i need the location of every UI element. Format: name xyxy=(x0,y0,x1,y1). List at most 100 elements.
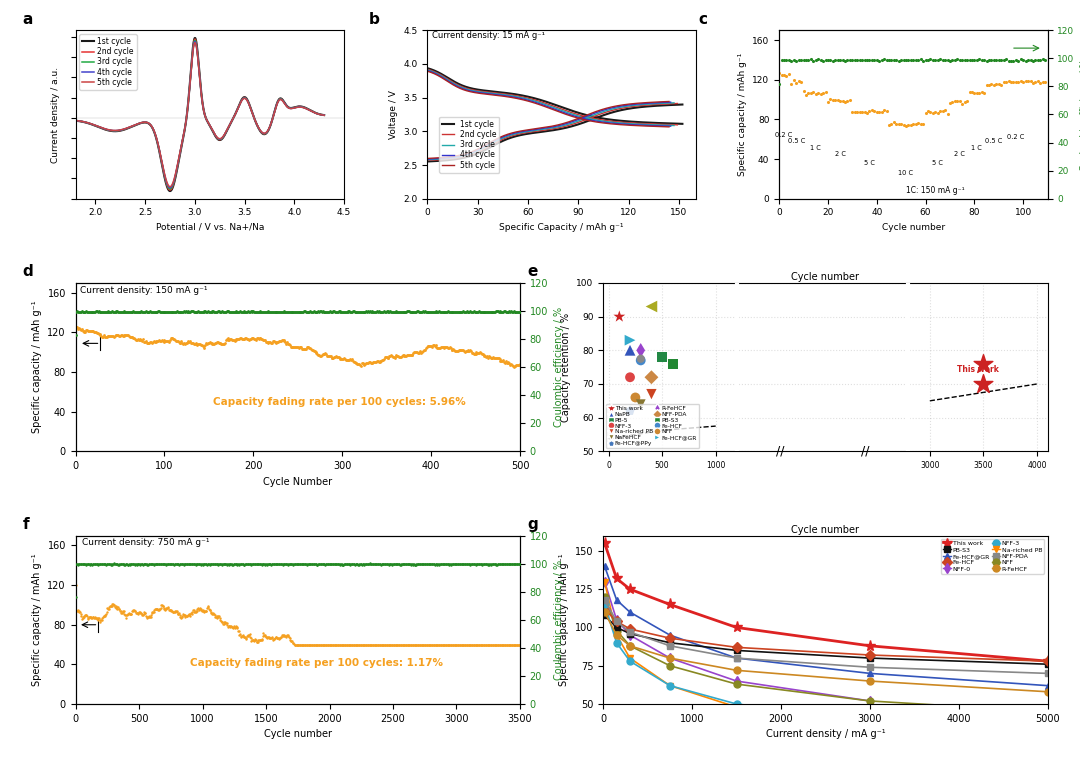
Point xyxy=(382,306,400,318)
Point xyxy=(92,558,109,570)
Point xyxy=(105,597,122,609)
Point xyxy=(187,606,204,618)
Point xyxy=(357,357,375,369)
Point xyxy=(362,638,379,650)
Point xyxy=(229,621,246,634)
Point xyxy=(194,341,212,353)
Point xyxy=(184,558,201,570)
Point xyxy=(193,306,211,318)
1st cycle xyxy=(558,123,571,132)
Point xyxy=(419,340,436,352)
Point xyxy=(380,558,397,570)
Point xyxy=(167,305,185,317)
Point xyxy=(125,558,143,570)
Point xyxy=(383,638,401,650)
Point xyxy=(459,638,476,650)
Point xyxy=(73,613,91,625)
Point xyxy=(171,609,188,621)
Point xyxy=(194,306,212,318)
Fe-HCF@GR xyxy=(610,595,623,604)
Point xyxy=(126,558,144,570)
Point xyxy=(176,558,193,570)
Point xyxy=(310,558,327,570)
Point xyxy=(237,306,254,318)
Point xyxy=(441,306,458,318)
Point xyxy=(423,306,441,318)
1st cycle xyxy=(676,100,689,109)
Point xyxy=(868,106,886,118)
Point xyxy=(369,638,387,650)
Point xyxy=(270,306,287,318)
Point xyxy=(436,341,454,353)
Point xyxy=(981,79,998,92)
Point xyxy=(117,329,134,341)
Point xyxy=(423,558,441,570)
Point xyxy=(471,347,488,359)
Point xyxy=(173,306,190,318)
Point xyxy=(468,638,485,650)
Point xyxy=(222,621,240,633)
Point xyxy=(103,307,120,319)
Point xyxy=(484,306,501,318)
Point xyxy=(280,558,297,570)
2nd cycle xyxy=(311,109,324,118)
Point xyxy=(963,86,981,98)
Point xyxy=(373,638,390,650)
Point xyxy=(141,611,159,623)
Point xyxy=(81,558,98,570)
Point xyxy=(212,337,229,349)
Point xyxy=(443,306,460,318)
Point xyxy=(302,558,320,570)
Point xyxy=(364,357,381,369)
Point xyxy=(1034,76,1051,88)
Point xyxy=(505,638,523,650)
Point xyxy=(201,336,218,348)
2nd cycle xyxy=(82,119,95,128)
Point xyxy=(924,107,942,119)
Point xyxy=(503,359,521,371)
Point xyxy=(486,307,503,319)
Point xyxy=(445,558,462,570)
Point xyxy=(956,96,973,108)
Point xyxy=(973,54,990,66)
Point xyxy=(282,559,299,571)
Point xyxy=(271,633,288,645)
Point xyxy=(1024,76,1041,89)
Point xyxy=(162,605,179,617)
4th cycle xyxy=(566,117,579,126)
Point xyxy=(201,306,218,318)
Point xyxy=(194,342,212,354)
Point xyxy=(387,638,404,650)
Point xyxy=(133,607,150,619)
Point xyxy=(90,612,107,625)
Point xyxy=(442,559,459,571)
Point xyxy=(151,306,168,318)
Point xyxy=(497,306,514,318)
Point xyxy=(374,559,391,571)
Point xyxy=(368,558,386,570)
Point xyxy=(327,638,345,650)
Point xyxy=(108,558,125,570)
Point xyxy=(401,558,418,570)
Point xyxy=(302,343,320,355)
Point xyxy=(293,306,310,318)
Point xyxy=(78,609,95,621)
Point xyxy=(328,558,346,570)
This work xyxy=(730,623,743,632)
Point xyxy=(139,337,157,349)
Point xyxy=(103,600,120,612)
Point xyxy=(170,559,187,571)
Point xyxy=(451,638,469,650)
Point xyxy=(183,558,200,570)
Point xyxy=(283,306,300,318)
Point xyxy=(87,558,105,570)
Point xyxy=(67,320,84,332)
Point xyxy=(351,638,368,650)
Point xyxy=(152,603,170,615)
Point xyxy=(294,558,311,570)
Point xyxy=(117,559,134,571)
Point xyxy=(165,606,183,618)
Point xyxy=(643,388,660,400)
Point xyxy=(359,357,376,369)
Point xyxy=(141,335,159,347)
